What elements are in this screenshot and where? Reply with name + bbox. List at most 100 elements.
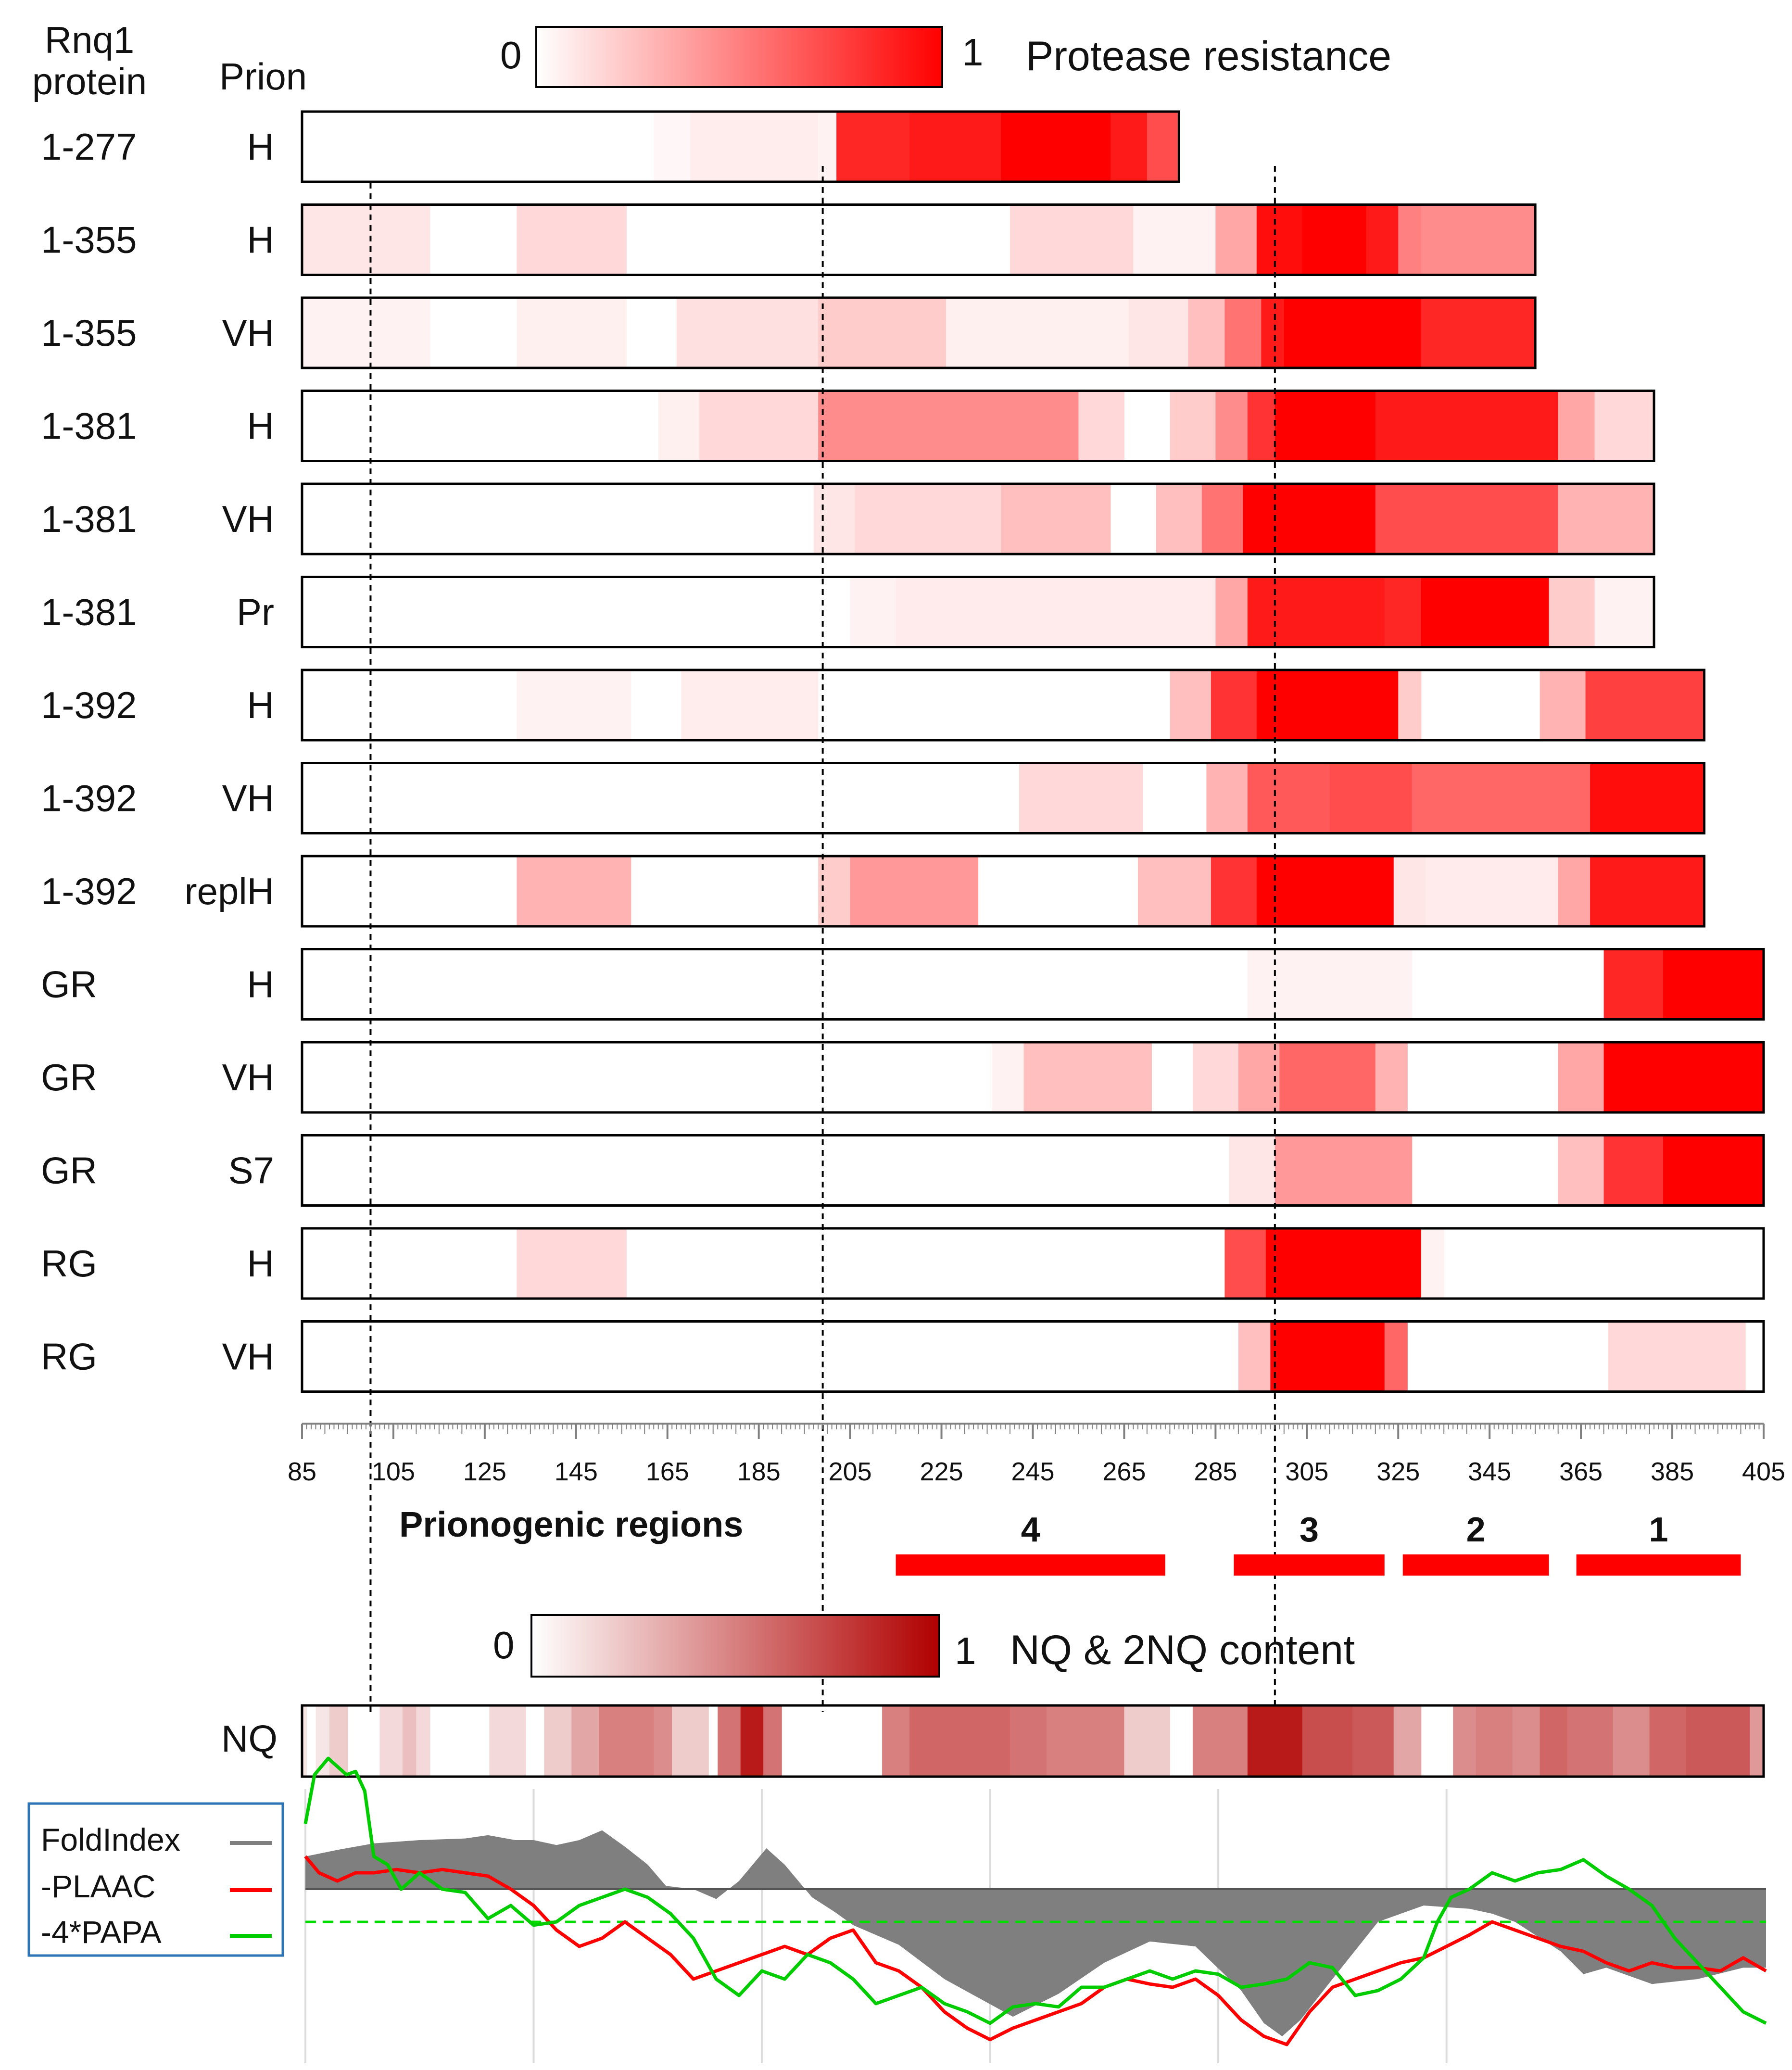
row-protein-label: RG (41, 1336, 97, 1378)
nq-cell (402, 1705, 417, 1777)
guide-lines (369, 166, 1276, 1717)
nq-cell (882, 1705, 910, 1777)
heatmap-cell (1247, 949, 1413, 1020)
x-tick-label: 85 (288, 1457, 316, 1486)
heatmap-cell (1010, 204, 1134, 275)
foldindex-area (305, 1830, 1766, 2036)
nq-colorbar-max: 1 (955, 1629, 976, 1672)
heatmap-cell (1549, 577, 1595, 647)
row-outline (301, 296, 1537, 369)
heatmap-cell (1170, 670, 1211, 740)
heatmap-cell (1302, 204, 1367, 275)
heatmap-cell (699, 391, 819, 461)
heatmap-cell (1192, 1042, 1239, 1112)
row-prion-label: S7 (228, 1149, 274, 1192)
heatmap-cell (1412, 763, 1590, 833)
heatmap-cell (855, 484, 1001, 554)
heatmap-cell (1384, 577, 1422, 647)
row-protein-label: 1-381 (41, 405, 137, 447)
heatmap-cell (1261, 298, 1285, 368)
heatmap-cell (1558, 856, 1590, 926)
heatmap-cell (896, 577, 1216, 647)
heatmap-cell (1590, 763, 1705, 833)
heatmap-cell (1426, 856, 1559, 926)
row-prion-label: H (247, 126, 274, 168)
heatmap-cell (1398, 204, 1422, 275)
x-tick-label: 245 (1011, 1457, 1054, 1486)
heatmap-cell (1558, 391, 1595, 461)
nq-cell (379, 1705, 403, 1777)
heatmap-cell (1375, 484, 1559, 554)
heatmap-row: 1-355 VH (41, 296, 1537, 369)
heatmap-cell (1279, 1042, 1376, 1112)
nq-cell (302, 1705, 307, 1777)
resistance-colorbar (535, 26, 943, 88)
nq-track-outline (301, 1704, 1765, 1778)
nq-cell (416, 1705, 430, 1777)
heatmap-cell (302, 298, 430, 368)
heatmap-cell (1224, 298, 1262, 368)
heatmap-row: GR S7 (41, 1134, 1765, 1207)
nq-cell (909, 1705, 1010, 1777)
row-protein-label: 1-355 (41, 219, 137, 261)
nq-cell (1540, 1705, 1568, 1777)
heatmap-cell (1243, 484, 1376, 554)
heatmap-cell (517, 298, 627, 368)
heatmap-cell (1421, 1228, 1444, 1299)
row-prion-label: Pr (237, 591, 274, 633)
heatmap-cell (1663, 949, 1764, 1020)
resistance-colorbar-max: 1 (962, 31, 984, 74)
row-protein-label: 1-392 (41, 684, 137, 726)
row-prion-label: H (247, 1242, 274, 1285)
heatmap-row: 1-392 replH (41, 855, 1706, 928)
row-outline (301, 669, 1706, 742)
row-outline (301, 110, 1180, 183)
x-tick-label: 285 (1194, 1457, 1237, 1486)
heatmap-cell (1558, 1042, 1604, 1112)
row-prion-label: H (247, 405, 274, 447)
heatmap-cell (1265, 1228, 1422, 1299)
x-tick-label: 345 (1468, 1457, 1511, 1486)
row-outline (301, 1320, 1765, 1393)
heatmap-cell (1256, 670, 1399, 740)
heatmap-cell (1558, 1135, 1604, 1206)
heatmap-cell (1238, 1321, 1271, 1392)
x-tick-label: 185 (737, 1457, 781, 1486)
heatmap-cell (1329, 763, 1413, 833)
heatmap-cell (1608, 1321, 1746, 1392)
heatmap-row: 1-381 H (41, 390, 1655, 462)
heatmap-cell (1211, 670, 1257, 740)
row-outline (301, 1134, 1765, 1207)
heatmap-cell (681, 670, 819, 740)
row-prion-label: H (247, 963, 274, 1006)
nq-track (301, 1704, 1765, 1778)
heatmap-cell (658, 391, 700, 461)
nq-cell (1686, 1705, 1751, 1777)
x-tick-label: 325 (1376, 1457, 1420, 1486)
heatmap-cell (517, 856, 631, 926)
heatmap-cell (850, 577, 896, 647)
row-outline (301, 762, 1706, 834)
x-tick-label: 305 (1285, 1457, 1328, 1486)
heatmap-cell (818, 112, 837, 182)
nq-track-label: NQ (221, 1717, 278, 1760)
x-tick-label: 205 (829, 1457, 872, 1486)
row-outline (301, 482, 1655, 555)
x-tick-label: 385 (1651, 1457, 1694, 1486)
row-prion-label: VH (222, 777, 274, 820)
legend-papa-label: -4*PAPA (41, 1914, 162, 1950)
row-protein-label: 1-392 (41, 777, 137, 820)
nq-cell (571, 1705, 599, 1777)
heatmap-cell (1375, 1042, 1408, 1112)
heatmap-cell (1398, 670, 1422, 740)
nq-cell (489, 1705, 526, 1777)
row-prion-label: replH (185, 870, 274, 912)
heatmap-cell (1023, 1042, 1152, 1112)
heatmap-cell (1603, 1135, 1664, 1206)
heatmap-row: 1-381 Pr (41, 576, 1655, 648)
heatmap-cell (1147, 112, 1179, 182)
heatmap-row: 1-381 VH (41, 482, 1655, 555)
nq-cell (1010, 1705, 1047, 1777)
heatmap-cell (1393, 856, 1426, 926)
region-bar (896, 1554, 1165, 1576)
